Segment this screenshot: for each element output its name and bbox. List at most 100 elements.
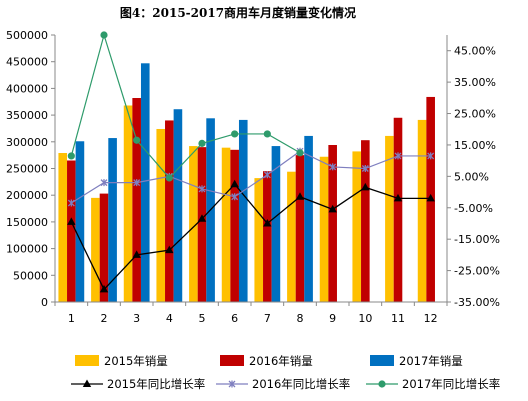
left-tick-label: 500000 (6, 29, 48, 42)
bar-2017-month-7 (271, 146, 281, 302)
left-tick-label: 150000 (6, 216, 48, 229)
point-2016-month-12 (427, 152, 435, 160)
bar-2015-month-9 (319, 156, 329, 302)
bar-2016-month-9 (328, 145, 337, 302)
left-tick-label: 400000 (6, 82, 48, 95)
legend-label-2015-growth: 2015年同比增长率 (107, 377, 205, 391)
bar-2017-month-8 (304, 135, 313, 302)
point-2016-month-7 (263, 171, 271, 179)
right-tick-label: 5.00% (454, 170, 489, 183)
x-tick-label: 9 (329, 312, 336, 325)
bar-2016-month-1 (67, 160, 76, 302)
bars-group (58, 63, 435, 303)
bar-2017-month-6 (238, 119, 248, 302)
point-2017-month-8 (296, 149, 304, 157)
x-tick-label: 7 (264, 312, 271, 325)
line-2015-growth (70, 183, 431, 291)
left-tick-label: 50000 (13, 269, 48, 282)
bar-2016-month-7 (263, 171, 272, 302)
point-2017-month-2 (100, 31, 108, 39)
point-2017-month-7 (263, 130, 271, 138)
legend-label-2016-sales: 2016年销量 (249, 354, 313, 368)
x-tick-label: 3 (133, 312, 140, 325)
bar-2015-month-11 (385, 135, 394, 302)
point-2016-month-10 (361, 165, 369, 172)
legend-label-2016-growth: 2016年同比增长率 (252, 377, 350, 391)
bar-2015-month-5 (189, 146, 198, 302)
point-2017-month-6 (231, 130, 239, 138)
bar-2017-month-3 (140, 63, 150, 302)
point-2015-month-1 (67, 217, 76, 225)
legend-marker-2016-growth (228, 380, 236, 388)
x-tick-label: 6 (231, 312, 238, 325)
chart-title: 图4：2015-2017商用车月度销量变化情况 (120, 5, 356, 20)
axes-group: 0500001000001500002000002500003000003500… (6, 29, 500, 325)
right-tick-label: 25.00% (454, 108, 496, 121)
x-tick-label: 1 (68, 312, 75, 325)
bar-2017-month-1 (75, 141, 85, 302)
legend-label-2017-sales: 2017年销量 (399, 354, 463, 368)
right-tick-label: -5.00% (454, 202, 493, 215)
bar-2017-month-2 (108, 138, 117, 302)
right-tick-label: 35.00% (454, 76, 496, 89)
legend-swatch-2017-sales (370, 355, 394, 366)
point-2015-month-11 (393, 193, 403, 202)
bar-2016-month-5 (197, 147, 207, 302)
bar-2015-month-4 (156, 128, 166, 302)
bar-2015-month-8 (287, 171, 296, 302)
point-2016-month-6 (231, 193, 239, 201)
point-2017-month-4 (165, 174, 173, 182)
point-2016-month-11 (394, 152, 402, 160)
left-tick-label: 300000 (6, 136, 48, 149)
bar-2017-month-4 (173, 109, 183, 302)
point-2015-month-9 (328, 204, 337, 213)
x-tick-label: 5 (199, 312, 206, 325)
bar-2016-month-8 (295, 155, 305, 302)
point-2016-month-3 (133, 179, 141, 187)
point-2016-month-1 (67, 199, 75, 207)
legend-label-2017-growth: 2017年同比增长率 (402, 377, 500, 391)
bar-2016-month-10 (361, 140, 370, 302)
point-2015-month-6 (230, 179, 239, 188)
bar-2016-month-3 (132, 98, 141, 302)
line-2016-growth (71, 150, 431, 204)
point-2017-month-1 (67, 152, 75, 160)
point-2015-month-5 (197, 214, 207, 222)
point-2015-month-10 (361, 182, 370, 191)
point-2015-month-8 (295, 192, 305, 200)
left-tick-label: 0 (41, 296, 48, 309)
legend-marker-2017-growth (378, 380, 386, 388)
left-tick-label: 100000 (6, 243, 48, 256)
bar-2015-month-7 (254, 178, 264, 302)
bar-2015-month-2 (91, 197, 100, 302)
bar-2016-month-6 (230, 149, 239, 302)
legend-swatch-2015-sales (75, 355, 99, 366)
x-tick-label: 12 (424, 312, 438, 325)
left-tick-label: 250000 (6, 163, 48, 176)
point-2016-month-5 (198, 185, 206, 193)
line-2017-growth (70, 32, 301, 179)
bar-2016-month-11 (393, 117, 403, 303)
point-2016-month-2 (100, 179, 108, 187)
point-2016-month-9 (329, 163, 337, 171)
bar-2015-month-6 (221, 147, 231, 302)
point-2015-month-7 (263, 218, 272, 227)
legend-group: 2015年销量 2016年销量 2017年销量 2015年同比增长率 2016年同比增长… (71, 354, 500, 391)
point-2017-month-5 (198, 139, 206, 147)
bar-2015-month-10 (352, 151, 362, 302)
point-2015-month-3 (132, 250, 141, 258)
x-tick-label: 10 (358, 312, 372, 325)
right-tick-label: -35.00% (454, 296, 500, 309)
bar-2016-month-4 (165, 120, 174, 302)
legend-swatch-2016-sales (220, 355, 244, 366)
bar-2015-month-1 (58, 153, 68, 302)
right-tick-label: 15.00% (454, 139, 496, 152)
bar-2015-month-3 (123, 105, 133, 303)
x-tick-label: 8 (297, 312, 304, 325)
x-tick-label: 4 (166, 312, 173, 325)
right-tick-label: -25.00% (454, 265, 500, 278)
bar-2015-month-12 (417, 119, 427, 302)
point-2015-month-4 (165, 245, 174, 254)
